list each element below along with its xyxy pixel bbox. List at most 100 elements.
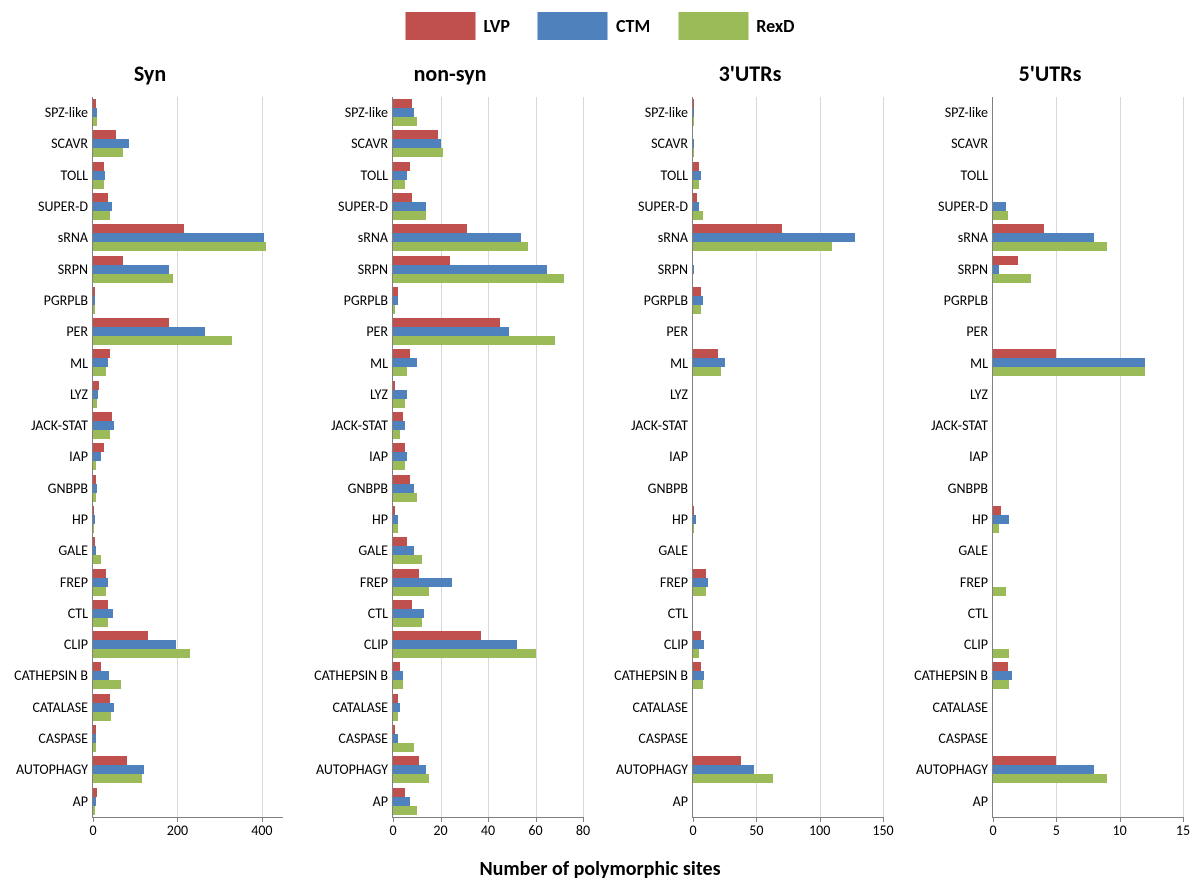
bar: [393, 318, 500, 327]
x-tick-label: 15: [1176, 822, 1190, 839]
x-tick-label: 60: [528, 822, 542, 839]
gridline: [883, 97, 884, 817]
category-label: SCAVR: [600, 128, 692, 159]
bar: [993, 680, 1009, 689]
bar: [93, 202, 112, 211]
bar: [393, 336, 555, 345]
bar: [393, 680, 403, 689]
category-label: GNBPB: [0, 473, 92, 504]
category-label: CLIP: [600, 629, 692, 660]
category-label: CASPASE: [900, 723, 992, 754]
bar: [93, 743, 96, 752]
bar: [93, 524, 94, 533]
bar: [393, 743, 414, 752]
category-label: HP: [300, 504, 392, 535]
bar: [93, 180, 104, 189]
category-label: SPZ-like: [0, 97, 92, 128]
x-tick-label: 5: [1053, 822, 1060, 839]
gridline: [820, 97, 821, 817]
category-label: FREP: [300, 566, 392, 597]
bar: [393, 399, 405, 408]
bar: [393, 265, 547, 274]
category-label: AUTOPHAGY: [300, 754, 392, 785]
category-label: CATALASE: [600, 692, 692, 723]
category-label: LYZ: [600, 379, 692, 410]
bar: [93, 412, 112, 421]
gridline: [756, 97, 757, 817]
category-label: PER: [300, 316, 392, 347]
panel-title: Syn: [0, 60, 300, 87]
bar: [93, 537, 95, 546]
bar: [693, 265, 694, 274]
chart-panel: non-synSPZ-likeSCAVRTOLLSUPER-DsRNASRPNP…: [300, 60, 600, 818]
category-label: CATHEPSIN B: [900, 660, 992, 691]
bar: [393, 162, 410, 171]
category-label: PGRPLB: [600, 285, 692, 316]
x-tick-label: 10: [1113, 822, 1127, 839]
category-label: SRPN: [300, 253, 392, 284]
x-tick-label: 100: [809, 822, 830, 839]
gridline: [262, 97, 263, 817]
plot-area: 050100150: [692, 97, 883, 818]
bar: [93, 649, 190, 658]
category-label: PGRPLB: [0, 285, 92, 316]
bar: [93, 256, 123, 265]
bar: [993, 662, 1008, 671]
x-tick-label: 400: [251, 822, 272, 839]
bar: [393, 256, 450, 265]
bar: [693, 649, 699, 658]
bar: [393, 430, 400, 439]
category-label: FREP: [900, 566, 992, 597]
bar: [393, 367, 407, 376]
bar: [93, 358, 108, 367]
bar: [993, 349, 1056, 358]
bar: [393, 788, 405, 797]
bar: [93, 139, 129, 148]
category-label: IAP: [600, 441, 692, 472]
bar: [93, 287, 95, 296]
bar: [93, 193, 108, 202]
bar: [693, 242, 832, 251]
bar: [93, 475, 96, 484]
category-label: SCAVR: [900, 128, 992, 159]
bar: [693, 171, 701, 180]
category-label: HP: [600, 504, 692, 535]
bar: [693, 193, 697, 202]
category-label: CLIP: [0, 629, 92, 660]
category-label: AP: [600, 786, 692, 817]
panel-title: 3'UTRs: [600, 60, 900, 87]
category-label: CLIP: [900, 629, 992, 660]
bar: [393, 694, 398, 703]
bar: [93, 756, 127, 765]
bar: [693, 756, 741, 765]
bar: [393, 797, 410, 806]
category-label: AP: [900, 786, 992, 817]
y-label-column: SPZ-likeSCAVRTOLLSUPER-DsRNASRPNPGRPLBPE…: [0, 97, 92, 817]
legend-label: LVP: [484, 15, 510, 37]
category-label: HP: [900, 504, 992, 535]
category-label: JACK-STAT: [0, 410, 92, 441]
category-label: FREP: [600, 566, 692, 597]
bar: [93, 587, 106, 596]
category-label: SRPN: [900, 253, 992, 284]
bar: [393, 640, 517, 649]
bar: [93, 618, 108, 627]
bar: [93, 461, 96, 470]
bar: [93, 680, 121, 689]
bar: [393, 224, 467, 233]
category-label: SCAVR: [300, 128, 392, 159]
bar: [393, 139, 441, 148]
figure-root: LVPCTMRexD SynSPZ-likeSCAVRTOLLSUPER-DsR…: [0, 0, 1200, 887]
gridline: [1056, 97, 1057, 817]
category-label: sRNA: [0, 222, 92, 253]
bar: [393, 461, 405, 470]
bar: [393, 703, 400, 712]
bar: [393, 631, 481, 640]
bar: [393, 99, 412, 108]
bar: [393, 171, 407, 180]
bar: [393, 349, 410, 358]
bar: [993, 367, 1145, 376]
bar: [93, 381, 99, 390]
category-label: IAP: [0, 441, 92, 472]
bar: [93, 349, 110, 358]
